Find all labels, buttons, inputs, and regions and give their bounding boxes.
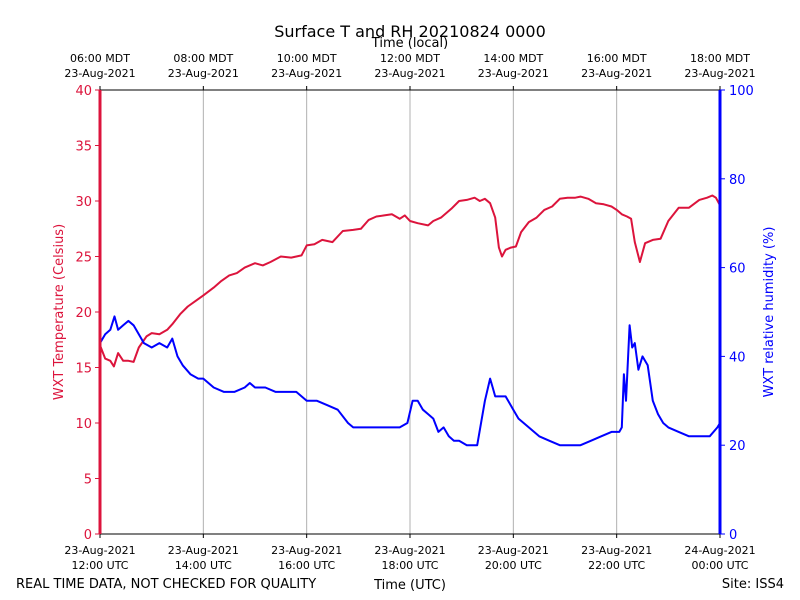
x-tick-label: 24-Aug-2021 xyxy=(684,544,755,557)
x-tick-label: 23-Aug-2021 xyxy=(271,544,342,557)
left-tick-label: 40 xyxy=(75,84,92,99)
x-tick-label: 23-Aug-2021 xyxy=(374,544,445,557)
left-tick-label: 25 xyxy=(75,251,92,266)
quality-note: REAL TIME DATA, NOT CHECKED FOR QUALITY xyxy=(16,577,316,592)
x-tick-label: 16:00 UTC xyxy=(278,559,335,572)
x-tick-label: 14:00 UTC xyxy=(175,559,232,572)
right-tick-label: 100 xyxy=(729,84,754,99)
top-tick-label: 23-Aug-2021 xyxy=(581,67,652,80)
right-tick-label: 0 xyxy=(729,528,737,543)
grid-layer xyxy=(202,90,618,534)
top-tick-label: 23-Aug-2021 xyxy=(64,67,135,80)
right-tick-label: 40 xyxy=(729,350,746,365)
top-tick-label: 23-Aug-2021 xyxy=(168,67,239,80)
left-tick-label: 35 xyxy=(75,140,92,155)
x-tick-label: 22:00 UTC xyxy=(588,559,645,572)
x-tick-label: 23-Aug-2021 xyxy=(581,544,652,557)
x-tick-label: 18:00 UTC xyxy=(381,559,438,572)
right-tick-label: 20 xyxy=(729,439,746,454)
top-tick-label: 06:00 MDT xyxy=(70,52,130,65)
top-tick-label: 23-Aug-2021 xyxy=(478,67,549,80)
top-tick-label: 12:00 MDT xyxy=(380,52,440,65)
top-tick-label: 23-Aug-2021 xyxy=(684,67,755,80)
x-axis-label: Time (UTC) xyxy=(373,578,446,593)
top-tick-label: 16:00 MDT xyxy=(587,52,647,65)
left-tick-label: 30 xyxy=(75,195,92,210)
chart-title: Surface T and RH 20210824 0000 xyxy=(274,22,546,41)
x-tick-label: 23-Aug-2021 xyxy=(168,544,239,557)
temperature-series-line xyxy=(99,194,721,368)
x-tick-label: 12:00 UTC xyxy=(71,559,128,572)
x-tick-label: 00:00 UTC xyxy=(691,559,748,572)
top-axis-label: Time (local) xyxy=(371,36,448,51)
site-label: Site: ISS4 xyxy=(722,577,784,592)
left-tick-label: 10 xyxy=(75,417,92,432)
left-y-axis-label: WXT Temperature (Celsius) xyxy=(52,224,67,400)
top-tick-label: 18:00 MDT xyxy=(690,52,750,65)
series-layer xyxy=(99,194,721,447)
top-tick-label: 10:00 MDT xyxy=(277,52,337,65)
top-tick-label: 14:00 MDT xyxy=(483,52,543,65)
left-tick-label: 15 xyxy=(75,362,92,377)
humidity-series-line xyxy=(99,315,721,447)
top-tick-label: 23-Aug-2021 xyxy=(271,67,342,80)
right-tick-label: 80 xyxy=(729,173,746,188)
x-tick-label: 20:00 UTC xyxy=(485,559,542,572)
left-tick-label: 0 xyxy=(84,528,92,543)
right-tick-label: 60 xyxy=(729,262,746,277)
x-tick-label: 23-Aug-2021 xyxy=(64,544,135,557)
top-tick-label: 08:00 MDT xyxy=(173,52,233,65)
left-tick-label: 20 xyxy=(75,306,92,321)
x-tick-label: 23-Aug-2021 xyxy=(478,544,549,557)
axes-layer: 23-Aug-2021 12:00 UTC 23-Aug-2021 14:00 UTC… xyxy=(64,52,755,572)
right-y-axis-label: WXT relative humidity (%) xyxy=(762,227,777,398)
top-tick-label: 23-Aug-2021 xyxy=(374,67,445,80)
left-tick-label: 5 xyxy=(84,473,92,488)
